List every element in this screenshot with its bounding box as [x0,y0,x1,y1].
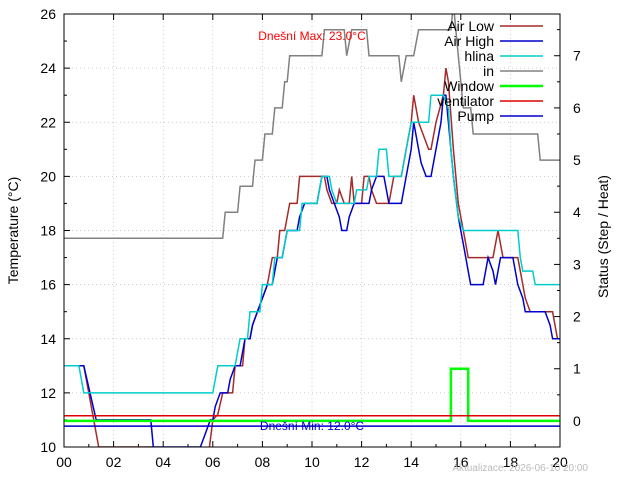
x-tick-label: 08 [255,454,271,470]
legend-label: ventilator [437,93,494,109]
max-annotation: Dnešní Max: 23.0°C [258,29,366,43]
series-line-air-high [64,94,560,447]
x-tick-label: 06 [205,454,221,470]
y-tick-label: 14 [40,331,56,347]
y2-tick-label: 5 [573,152,581,168]
legend-label: hlina [464,48,494,64]
y-tick-label: 10 [40,439,56,455]
y-axis-ticks: 10 12 14 16 18 20 22 24 26 [40,6,70,455]
y-tick-label: 22 [40,114,56,130]
y2-tick-label: 7 [573,48,581,64]
series-line-window [64,367,560,423]
y2-tick-label: 2 [573,309,581,325]
series-line-hlina [64,94,560,394]
min-annotation: Dnešní Min: 12.0°C [260,419,365,433]
x-tick-label: 20 [552,454,568,470]
y2-axis-ticks: 0 1 2 3 4 5 6 7 [554,29,581,429]
legend-label: Window [444,78,495,94]
legend-label: Air Low [447,18,495,34]
x-tick-label: 12 [354,454,370,470]
y-tick-label: 24 [40,60,56,76]
y2-tick-label: 4 [573,204,581,220]
update-timestamp: Aktualizace: 2026-06-10 20:00 [452,463,588,474]
y2-axis-label: Status (Step / Heat) [595,175,611,298]
x-axis-ticks: 00 02 04 06 08 10 12 14 16 18 20 [56,14,568,470]
y-tick-label: 20 [40,168,56,184]
y-tick-label: 16 [40,277,56,293]
y2-tick-label: 6 [573,100,581,116]
plot-frame [63,13,561,448]
y-axis-label: Temperature (°C) [5,177,21,285]
y2-tick-label: 3 [573,256,581,272]
y2-tick-label: 1 [573,361,581,377]
y-tick-label: 12 [40,385,56,401]
x-tick-label: 16 [453,454,469,470]
x-tick-label: 18 [503,454,519,470]
series-line-in [64,14,560,240]
legend-label: in [483,63,494,79]
x-tick-label: 00 [56,454,72,470]
legend-label: Pump [457,108,494,124]
x-tick-label: 10 [304,454,320,470]
x-tick-label: 14 [403,454,419,470]
x-tick-label: 02 [106,454,122,470]
series-lines [64,14,560,447]
y2-tick-label: 0 [573,413,581,429]
x-tick-label: 04 [155,454,171,470]
y-tick-label: 26 [40,6,56,22]
legend-label: Air High [444,33,494,49]
y-tick-label: 18 [40,223,56,239]
